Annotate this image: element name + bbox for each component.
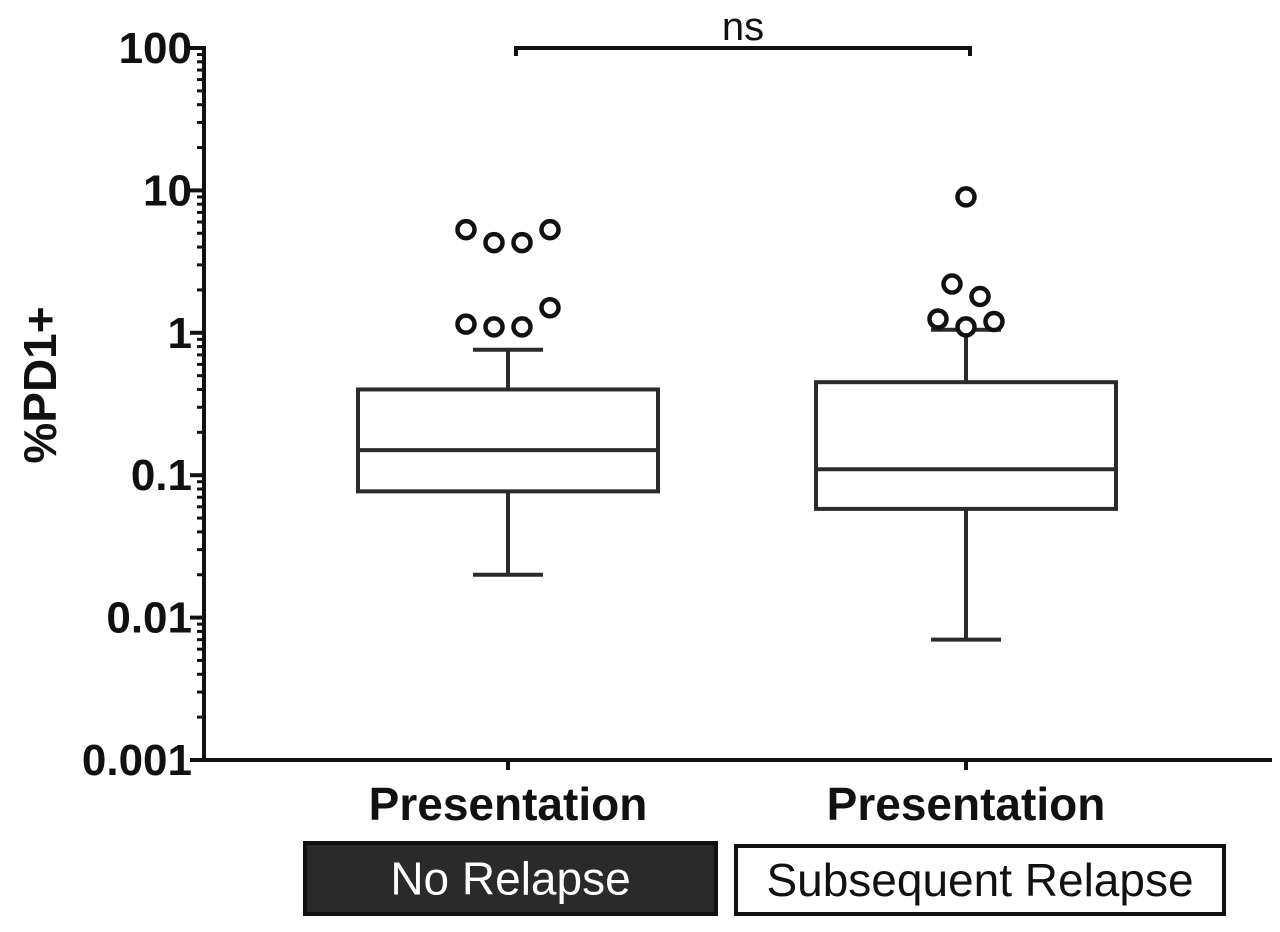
outlier-point xyxy=(455,218,477,241)
x-tick-label: Presentation xyxy=(827,778,1106,830)
outlier-point xyxy=(955,186,977,208)
outlier-point xyxy=(483,316,505,338)
outlier-point xyxy=(955,316,977,338)
y-tick-label: 0.1 xyxy=(131,451,192,500)
outlier-point xyxy=(927,308,949,330)
outlier-point xyxy=(455,313,477,335)
interquartile-box xyxy=(814,380,1118,511)
outlier-point xyxy=(483,231,505,254)
y-tick-label: 0.01 xyxy=(106,594,192,643)
outlier-point xyxy=(983,310,1005,333)
x-tick-label: Presentation xyxy=(369,778,648,830)
outlier-point xyxy=(539,296,561,319)
outlier-points xyxy=(455,186,1005,338)
outlier-point xyxy=(511,231,533,254)
group-label-text: Subsequent Relapse xyxy=(766,854,1193,906)
y-tick-label: 1 xyxy=(168,309,192,358)
x-axis xyxy=(202,758,1272,770)
y-tick-label: 0.001 xyxy=(82,736,192,785)
y-tick-label: 10 xyxy=(143,166,192,215)
significance-bracket: ns xyxy=(514,5,972,56)
box-2 xyxy=(814,327,1118,642)
y-axis-ticks xyxy=(190,46,204,762)
outlier-point xyxy=(941,273,963,295)
interquartile-box xyxy=(356,387,660,494)
group-label-text: No Relapse xyxy=(390,853,630,905)
significance-line xyxy=(514,46,972,56)
outlier-point xyxy=(969,285,991,308)
group-label-box xyxy=(303,841,718,916)
x-axis-tick-labels: Presentation Presentation xyxy=(369,778,1106,830)
outlier-point xyxy=(539,218,561,241)
box-1 xyxy=(356,347,660,577)
y-axis-tick-labels: 0.001 0.01 0.1 1 10 100 xyxy=(82,24,192,785)
box-plots xyxy=(356,327,1118,642)
outlier-point xyxy=(511,316,533,338)
group-label-box xyxy=(734,844,1226,916)
y-tick-label: 100 xyxy=(119,24,192,73)
group-labels: No Relapse Subsequent Relapse xyxy=(303,841,1226,916)
significance-label: ns xyxy=(722,5,764,49)
y-axis-label: %PD1+ xyxy=(14,306,66,463)
